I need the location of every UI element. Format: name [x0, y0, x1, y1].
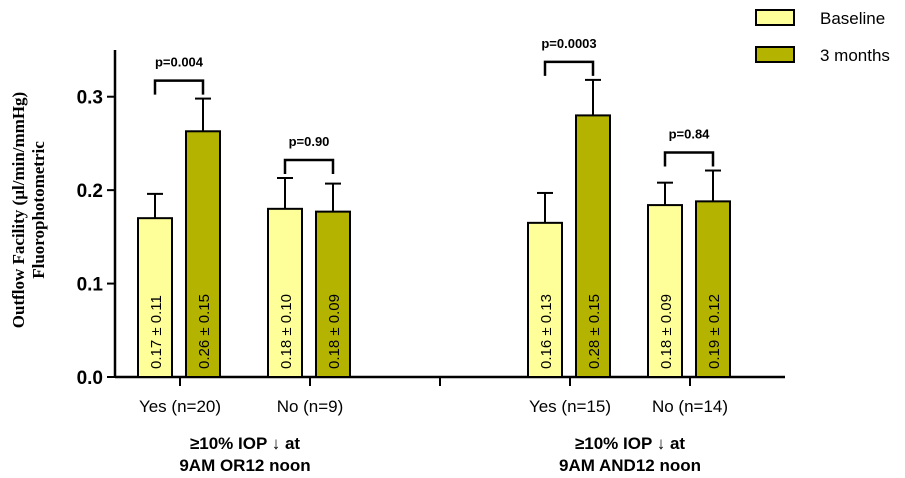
- significance-bracket: [283, 158, 335, 174]
- axis-layer: 0.0 0.1 0.2 0.3 Outflow Facility (µl/min/mmH…: [9, 50, 785, 389]
- y-tick-label: 0.2: [77, 181, 103, 202]
- bar-value-label: 0.18 ± 0.10: [278, 294, 295, 369]
- legend-label-baseline: Baseline: [820, 9, 885, 28]
- bar-value-label: 0.19 ± 0.12: [706, 294, 723, 369]
- bar-value-label: 0.17 ± 0.11: [148, 295, 165, 369]
- labels-layer: p=0.004 Yes (n=20) p=0.90 No (n=9) ≥10% IOP …: [139, 36, 728, 475]
- legend: Baseline 3 months: [755, 9, 890, 65]
- x-category-label: No (n=14): [652, 397, 728, 416]
- x-category-label: No (n=9): [277, 397, 344, 416]
- group-label-line1: ≥10% IOP ↓ at: [575, 434, 685, 453]
- legend-swatch-baseline: [755, 9, 795, 26]
- bar-3-months: [185, 130, 221, 378]
- p-value-label: p=0.84: [669, 127, 711, 142]
- y-axis-label-line1: Outflow Facility (µl/min/mmHg): [9, 92, 28, 328]
- bars-layer: 0.17 ± 0.11 0.26 ± 0.15 0.18 ± 0.10 0.18 ± …: [137, 60, 731, 379]
- group-label-line2: 9AM OR12 noon: [179, 456, 310, 475]
- p-value-label: p=0.90: [289, 134, 330, 149]
- bar-value-label: 0.16 ± 0.13: [538, 294, 555, 369]
- bar-3-months: [315, 210, 351, 378]
- bar-3-months: [695, 200, 731, 378]
- significance-bracket: [153, 79, 205, 95]
- p-value-label: p=0.0003: [541, 36, 596, 51]
- legend-label-3-months: 3 months: [820, 46, 890, 65]
- bar-value-label: 0.18 ± 0.09: [658, 294, 675, 369]
- x-category-label: Yes (n=20): [139, 397, 221, 416]
- p-value-label: p=0.004: [155, 55, 204, 70]
- y-tick-label: 0.3: [77, 88, 103, 109]
- legend-swatch-3-months: [755, 46, 795, 63]
- bar-value-label: 0.26 ± 0.15: [196, 294, 213, 369]
- bar-baseline: [267, 207, 303, 378]
- significance-bracket: [543, 60, 595, 76]
- bar-baseline: [647, 204, 683, 378]
- significance-bracket: [663, 151, 715, 167]
- y-tick-label: 0.0: [77, 368, 103, 389]
- bar-baseline: [137, 217, 173, 378]
- y-axis-label-line2: Fluorophotometric: [29, 141, 48, 279]
- y-tick-label: 0.1: [77, 275, 104, 296]
- bar-value-label: 0.28 ± 0.15: [586, 294, 603, 369]
- group-label-line2: 9AM AND12 noon: [559, 456, 701, 475]
- x-category-label: Yes (n=15): [529, 397, 611, 416]
- group-label-line1: ≥10% IOP ↓ at: [190, 434, 300, 453]
- bar-value-label: 0.18 ± 0.09: [326, 294, 343, 369]
- bar-baseline: [527, 221, 563, 378]
- bar-3-months: [575, 114, 611, 379]
